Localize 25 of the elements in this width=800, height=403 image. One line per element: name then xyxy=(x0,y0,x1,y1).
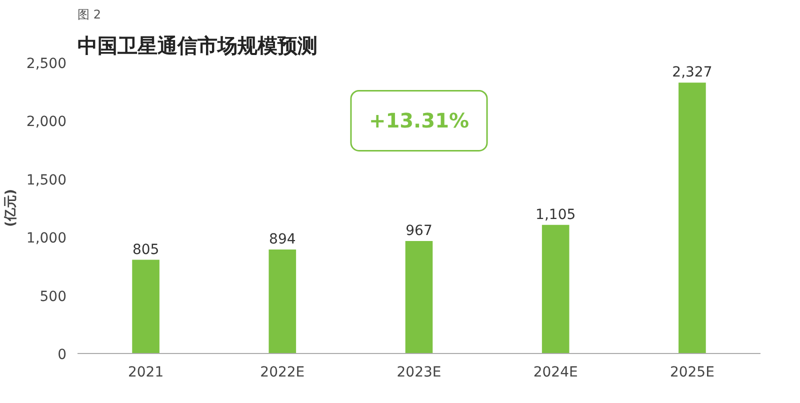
x-tick-label: 2024E xyxy=(533,364,578,380)
annotation: +13.31% xyxy=(368,108,470,133)
bar xyxy=(405,240,433,354)
y-tick-label: 1,000 xyxy=(26,230,67,247)
y-tick-label: 2,000 xyxy=(26,114,67,130)
data-label: 967 xyxy=(406,222,432,239)
y-tick-label: 1,500 xyxy=(26,172,67,188)
data-label: 1,105 xyxy=(536,206,576,223)
data-label: 805 xyxy=(132,242,160,258)
y-tick-label: 2,500 xyxy=(26,56,67,72)
bar xyxy=(132,260,160,354)
chart-title: 中国卫星通信市场规模预测 xyxy=(78,34,318,58)
caption: 图 2 xyxy=(78,8,101,22)
x-tick-label: 2022E xyxy=(260,364,305,380)
x-tick-label: 2023E xyxy=(396,364,442,380)
y-tick-label: 500 xyxy=(40,288,67,305)
y-axis-title: (亿元) xyxy=(3,189,18,227)
data-label: 894 xyxy=(269,231,296,248)
x-tick-label: 2021 xyxy=(128,364,164,380)
bar xyxy=(542,224,570,354)
x-tick-label: 2025E xyxy=(670,364,714,380)
bar xyxy=(268,249,296,354)
y-tick-label: 0 xyxy=(58,347,67,363)
bar xyxy=(678,82,706,354)
data-label: 2,327 xyxy=(672,64,712,81)
